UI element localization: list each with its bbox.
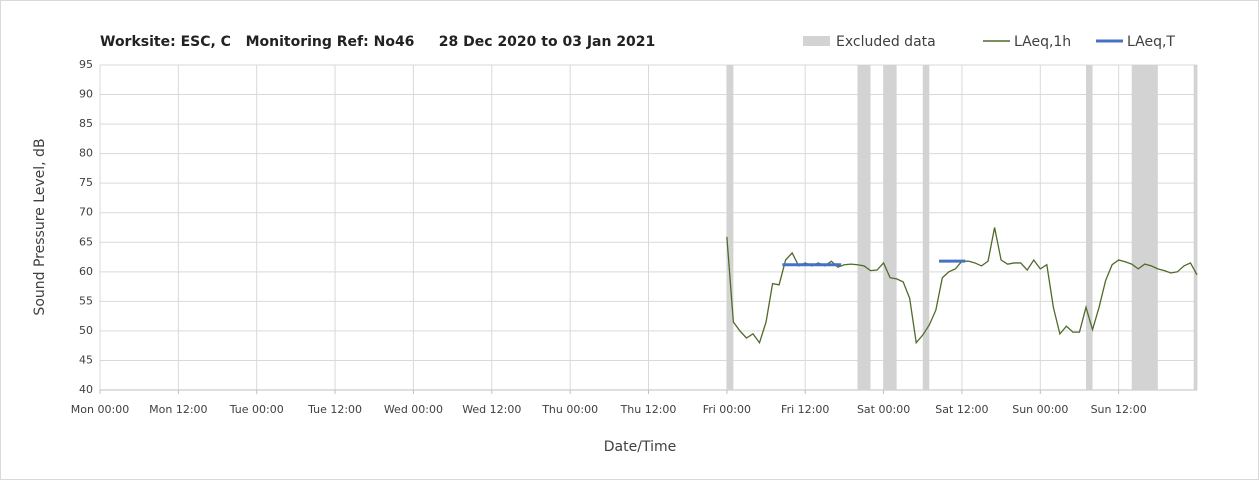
excluded-band: [1085, 65, 1093, 390]
legend-label: LAeq,1h: [1014, 34, 1071, 50]
x-tick-label: Wed 12:00: [462, 403, 521, 416]
legend-label: Excluded data: [836, 34, 936, 50]
y-tick-label: 70: [79, 206, 93, 219]
x-tick-label: Sat 00:00: [857, 403, 910, 416]
legend-label: LAeq,T: [1127, 34, 1175, 50]
x-tick-label: Thu 00:00: [541, 403, 598, 416]
x-tick-label: Tue 12:00: [307, 403, 362, 416]
y-tick-label: 55: [79, 294, 93, 307]
x-tick-label: Wed 00:00: [384, 403, 443, 416]
y-tick-label: 75: [79, 176, 93, 189]
excluded-band: [1193, 65, 1197, 390]
excluded-band: [1131, 65, 1158, 390]
x-tick-label: Mon 00:00: [71, 403, 129, 416]
x-axis-title: Date/Time: [604, 439, 676, 455]
y-tick-label: 45: [79, 353, 93, 366]
y-tick-label: 60: [79, 265, 93, 278]
y-tick-label: 40: [79, 383, 93, 396]
excluded-band: [857, 65, 871, 390]
x-tick-label: Mon 12:00: [149, 403, 207, 416]
excluded-band: [922, 65, 930, 390]
y-axis-title: Sound Pressure Level, dB: [32, 138, 48, 315]
x-tick-label: Tue 00:00: [229, 403, 284, 416]
x-tick-label: Thu 12:00: [620, 403, 677, 416]
x-tick-label: Fri 12:00: [781, 403, 829, 416]
chart-title: Worksite: ESC, C Monitoring Ref: No46 28…: [100, 34, 655, 50]
y-tick-label: 50: [79, 324, 93, 337]
x-tick-label: Fri 00:00: [703, 403, 751, 416]
y-tick-label: 90: [79, 88, 93, 101]
x-tick-label: Sun 12:00: [1091, 403, 1147, 416]
legend-swatch: [803, 36, 830, 46]
y-tick-label: 95: [79, 58, 93, 71]
y-tick-label: 85: [79, 117, 93, 130]
y-tick-label: 65: [79, 235, 93, 248]
excluded-band: [883, 65, 897, 390]
excluded-band: [726, 65, 734, 390]
x-tick-label: Sat 12:00: [935, 403, 988, 416]
y-tick-label: 80: [79, 147, 93, 160]
x-tick-label: Sun 00:00: [1012, 403, 1068, 416]
